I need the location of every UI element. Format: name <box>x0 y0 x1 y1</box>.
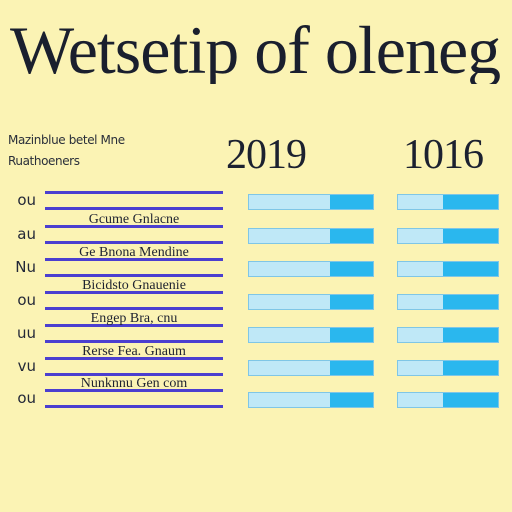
row-label: ou <box>17 291 36 309</box>
name-bar-bottom-rule <box>45 340 223 343</box>
year-header-1016: 1016 <box>403 132 484 178</box>
year-header-2019: 2019 <box>226 132 307 178</box>
value-bar-1016 <box>397 228 499 244</box>
value-bar-1016 <box>397 392 499 408</box>
name-bar-bottom-rule <box>45 274 223 277</box>
row-name: Engep Bra, cnu <box>90 311 178 326</box>
row-label: vu <box>17 357 36 375</box>
row-label: ou <box>17 191 36 209</box>
value-bar-fill <box>443 229 498 243</box>
value-bar-2019 <box>248 360 374 376</box>
row-label: Nu <box>15 258 36 276</box>
value-bar-1016 <box>397 294 499 310</box>
value-bar-1016 <box>397 261 499 277</box>
name-bar-bottom-rule <box>45 207 223 210</box>
value-bar-fill <box>443 361 498 375</box>
value-bar-fill <box>329 328 373 342</box>
value-bar-2019 <box>248 294 374 310</box>
row-label: ou <box>17 389 36 407</box>
value-bar-fill <box>329 295 373 309</box>
value-bar-fill <box>329 229 373 243</box>
value-bar-2019 <box>248 194 374 210</box>
column-header-label: Mazinblue betel Mne Ruathoeners <box>8 134 208 168</box>
value-bar-1016 <box>397 194 499 210</box>
name-bar-top-rule <box>45 389 223 392</box>
value-bar-2019 <box>248 327 374 343</box>
name-bar-top-rule <box>45 225 223 228</box>
value-bar-fill <box>329 195 373 209</box>
value-bar-1016 <box>397 360 499 376</box>
row-name: Rerse Fea. Gnaum <box>82 344 186 359</box>
value-bar-fill <box>443 195 498 209</box>
row-label: uu <box>16 324 36 342</box>
row-name: Bicidsto Gnauenie <box>82 278 186 293</box>
name-bar-bottom-rule <box>45 241 223 244</box>
name-bar-top-rule <box>45 291 223 294</box>
header-label-line-1: Mazinblue betel Mne <box>8 133 125 147</box>
name-bar-bottom-rule <box>45 373 223 376</box>
row-name: Nunknnu Gen com <box>80 376 188 391</box>
value-bar-2019 <box>248 261 374 277</box>
value-bar-fill <box>329 361 373 375</box>
name-bar-top-rule <box>45 357 223 360</box>
value-bar-2019 <box>248 228 374 244</box>
value-bar-fill <box>443 393 498 407</box>
value-bar-fill <box>329 393 373 407</box>
name-bar-bottom-rule <box>45 307 223 310</box>
value-bar-2019 <box>248 392 374 408</box>
value-bar-fill <box>443 328 498 342</box>
row-label: au <box>17 225 36 243</box>
row-name: Ge Bnona Mendine <box>79 245 189 260</box>
page-title: Wetsetip of olenegen <box>10 16 500 84</box>
name-bar-bottom-rule <box>45 405 223 408</box>
value-bar-fill <box>443 295 498 309</box>
value-bar-1016 <box>397 327 499 343</box>
name-bar-top-rule <box>45 324 223 327</box>
header-label-line-2: Ruathoeners <box>8 154 80 168</box>
value-bar-fill <box>329 262 373 276</box>
name-bar-top-rule <box>45 258 223 261</box>
row-name: Gcume Gnlacne <box>88 212 180 227</box>
name-bar-top-rule <box>45 191 223 194</box>
value-bar-fill <box>443 262 498 276</box>
